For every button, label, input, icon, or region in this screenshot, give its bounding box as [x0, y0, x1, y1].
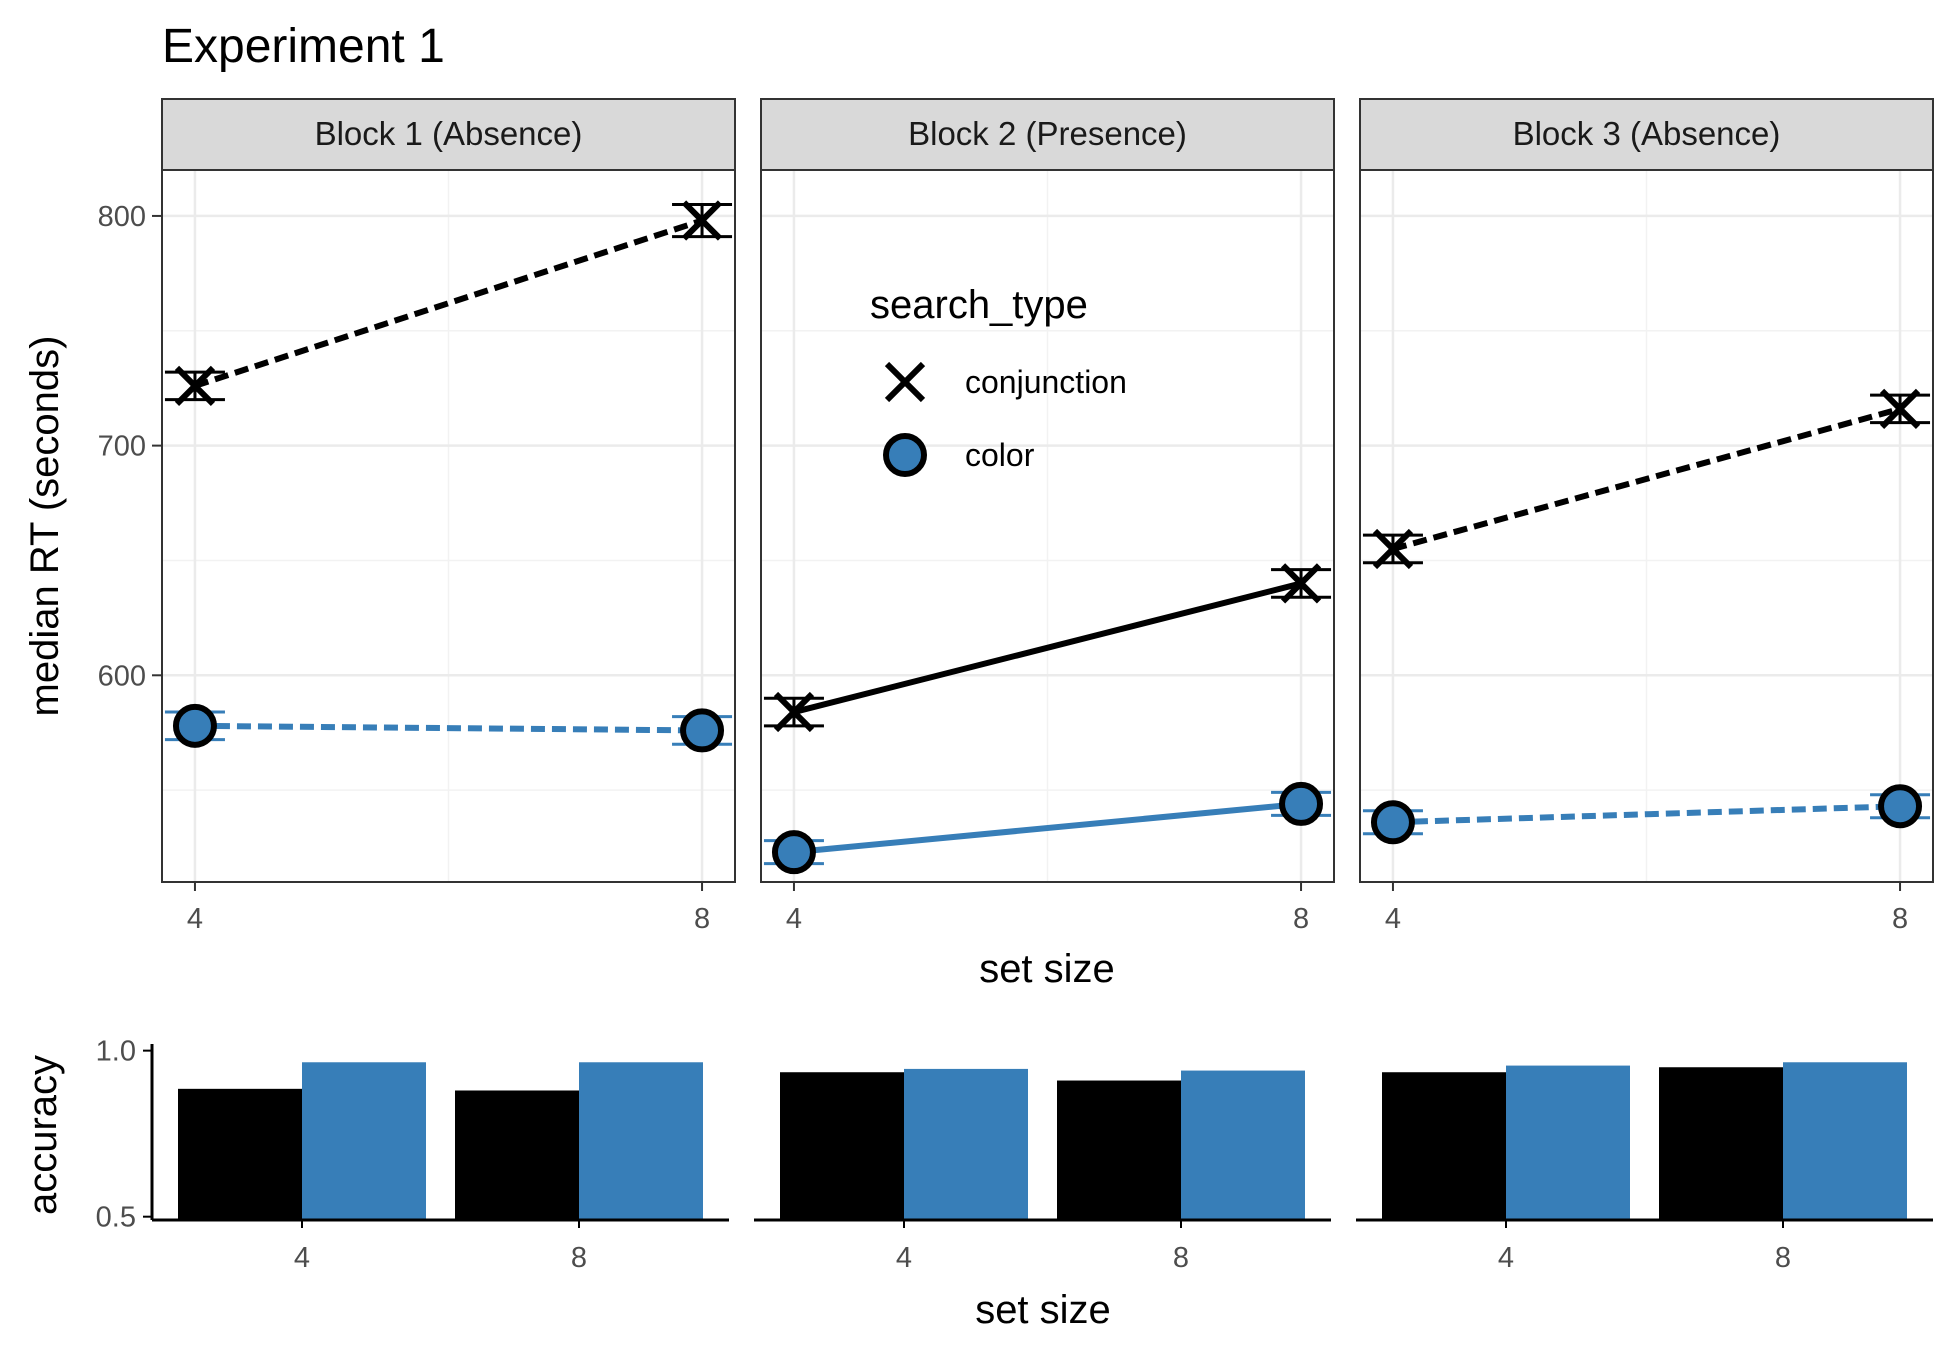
x-tick-label: 4	[1498, 1242, 1514, 1274]
bar-color	[904, 1068, 1028, 1220]
y-axis-label: accuracy	[21, 1055, 65, 1215]
series-line	[1392, 405, 1901, 552]
x-tick-label: 4	[1385, 903, 1401, 935]
data-point	[1878, 784, 1923, 829]
data-point	[1879, 388, 1921, 429]
data-point	[1370, 800, 1415, 845]
panel-border	[161, 169, 736, 883]
y-tick-label: 1.0	[96, 1036, 136, 1068]
series-line	[1392, 803, 1901, 826]
facet-strip	[760, 98, 1335, 171]
series-color	[763, 781, 1332, 875]
legend-label: conjunction	[965, 364, 1127, 400]
data-point	[1280, 563, 1322, 604]
legend: search_type conjunction color	[870, 283, 1127, 477]
legend-key-cross	[884, 361, 926, 403]
data-point	[681, 200, 723, 241]
bar-conjunction	[1382, 1072, 1506, 1220]
data-point-cross	[174, 365, 216, 407]
x-tick-label: 8	[571, 1242, 587, 1274]
facet-strip-label: Block 3 (Absence)	[1513, 115, 1781, 152]
data-point	[1279, 781, 1324, 826]
y-tick-label: 700	[98, 431, 146, 463]
bar-conjunction	[1057, 1080, 1181, 1220]
legend-title: search_type	[870, 283, 1088, 327]
chart-title: Experiment 1	[162, 20, 445, 73]
data-point	[773, 691, 815, 733]
series-line	[194, 722, 703, 734]
x-tick-label: 8	[1892, 903, 1908, 935]
bar-color	[1506, 1065, 1630, 1220]
bar-conjunction	[1659, 1067, 1783, 1220]
rt-panel-2: Block 2 (Presence) 4 8	[760, 98, 1335, 935]
legend-item-color: color	[883, 433, 1035, 477]
data-point	[1372, 528, 1414, 570]
x-tick-label: 8	[1293, 903, 1309, 935]
series-line	[793, 580, 1302, 715]
rt-panel-3: Block 3 (Absence) 4 8	[1359, 98, 1934, 935]
x-tick-label: 4	[896, 1242, 912, 1274]
data-point-cross	[1280, 563, 1322, 604]
data-point	[771, 830, 816, 875]
legend-key-circle	[883, 433, 927, 477]
data-point-cross	[1879, 388, 1921, 429]
series-line	[194, 217, 703, 389]
bar-conjunction	[455, 1090, 579, 1220]
y-axis-label: median RT (seconds)	[23, 336, 67, 717]
panel-border	[1359, 169, 1934, 883]
bar-conjunction	[780, 1072, 904, 1220]
y-tick-label: 600	[98, 660, 146, 692]
x-tick-label: 8	[1173, 1242, 1189, 1274]
facet-strip	[161, 98, 736, 171]
y-tick-label: 0.5	[96, 1202, 136, 1234]
x-axis-label: set size	[975, 1288, 1111, 1332]
x-tick-label: 4	[786, 903, 802, 935]
legend-label: color	[965, 437, 1035, 473]
series-conjunction	[1362, 388, 1931, 570]
y-tick-label: 800	[98, 201, 146, 233]
bar-color	[579, 1062, 703, 1220]
rt-panel-1: Block 1 (Absence) 4 8	[161, 98, 736, 935]
series-conjunction	[763, 563, 1332, 733]
series-conjunction	[164, 200, 733, 407]
x-tick-label: 4	[187, 903, 203, 935]
legend-item-conjunction: conjunction	[884, 361, 1127, 403]
series-color	[1362, 784, 1931, 845]
x-tick-label: 4	[294, 1242, 310, 1274]
x-tick-label: 8	[694, 903, 710, 935]
facet-strip	[1359, 98, 1934, 171]
data-point	[680, 708, 725, 753]
bar-color	[1783, 1062, 1907, 1220]
bar-conjunction	[178, 1088, 302, 1220]
x-axis-label: set size	[979, 947, 1115, 991]
panel-border	[760, 169, 1335, 883]
bar-color	[1181, 1070, 1305, 1220]
x-tick-label: 8	[1775, 1242, 1791, 1274]
series-color	[164, 703, 733, 753]
data-point-cross	[1372, 528, 1414, 570]
data-point-cross	[681, 200, 723, 241]
data-point	[172, 703, 217, 748]
data-point	[174, 365, 216, 407]
series-line	[793, 800, 1302, 856]
bar-color	[302, 1062, 426, 1220]
facet-strip-label: Block 2 (Presence)	[908, 115, 1187, 152]
facet-strip-label: Block 1 (Absence)	[315, 115, 583, 152]
data-point-cross	[773, 691, 815, 733]
